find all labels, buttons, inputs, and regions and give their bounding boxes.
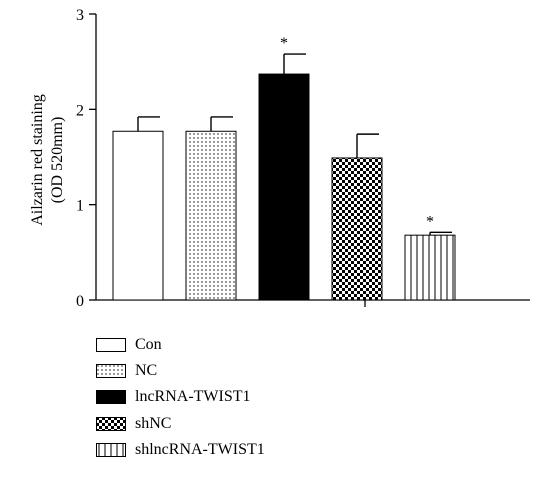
bar-nc (185, 130, 237, 301)
legend-label: shlncRNA-TWIST1 (135, 440, 265, 458)
y-tick-label: 0 (76, 293, 84, 310)
y-axis-label-line: Ailzarin red staining (29, 94, 46, 226)
y-tick-label: 1 (76, 198, 84, 215)
bar-lncrna-twist1 (258, 73, 310, 301)
legend-label: shNC (135, 414, 172, 432)
axes: 0 1 2 3 (76, 7, 530, 310)
legend: Con NC lncRNA-TWIST1 shNC shlncRNA-TWIST1 (96, 332, 265, 463)
significance-marker: * (426, 213, 434, 230)
y-axis-label-line: (OD 520mm) (49, 117, 66, 204)
y-tick-label: 3 (76, 7, 84, 24)
bar-shlncrna-twist1 (404, 234, 456, 301)
legend-item: Con (96, 332, 265, 358)
legend-swatch (96, 364, 126, 379)
legend-swatch (96, 338, 126, 353)
legend-label: lncRNA-TWIST1 (135, 388, 251, 406)
legend-item: shNC (96, 411, 265, 437)
legend-label: Con (135, 336, 162, 354)
y-tick-label: 2 (76, 102, 84, 119)
bar-con (112, 130, 164, 301)
legend-item: shlncRNA-TWIST1 (96, 437, 265, 463)
legend-label: NC (135, 362, 158, 380)
bar-shnc (331, 157, 383, 301)
legend-item: NC (96, 358, 265, 384)
legend-swatch (96, 442, 126, 457)
legend-swatch (96, 390, 126, 405)
y-axis-label: Ailzarin red staining (OD 520mm) (29, 94, 66, 226)
legend-swatch (96, 416, 126, 431)
bars: ** (112, 35, 456, 301)
significance-marker: * (280, 35, 288, 52)
legend-item: lncRNA-TWIST1 (96, 384, 265, 410)
